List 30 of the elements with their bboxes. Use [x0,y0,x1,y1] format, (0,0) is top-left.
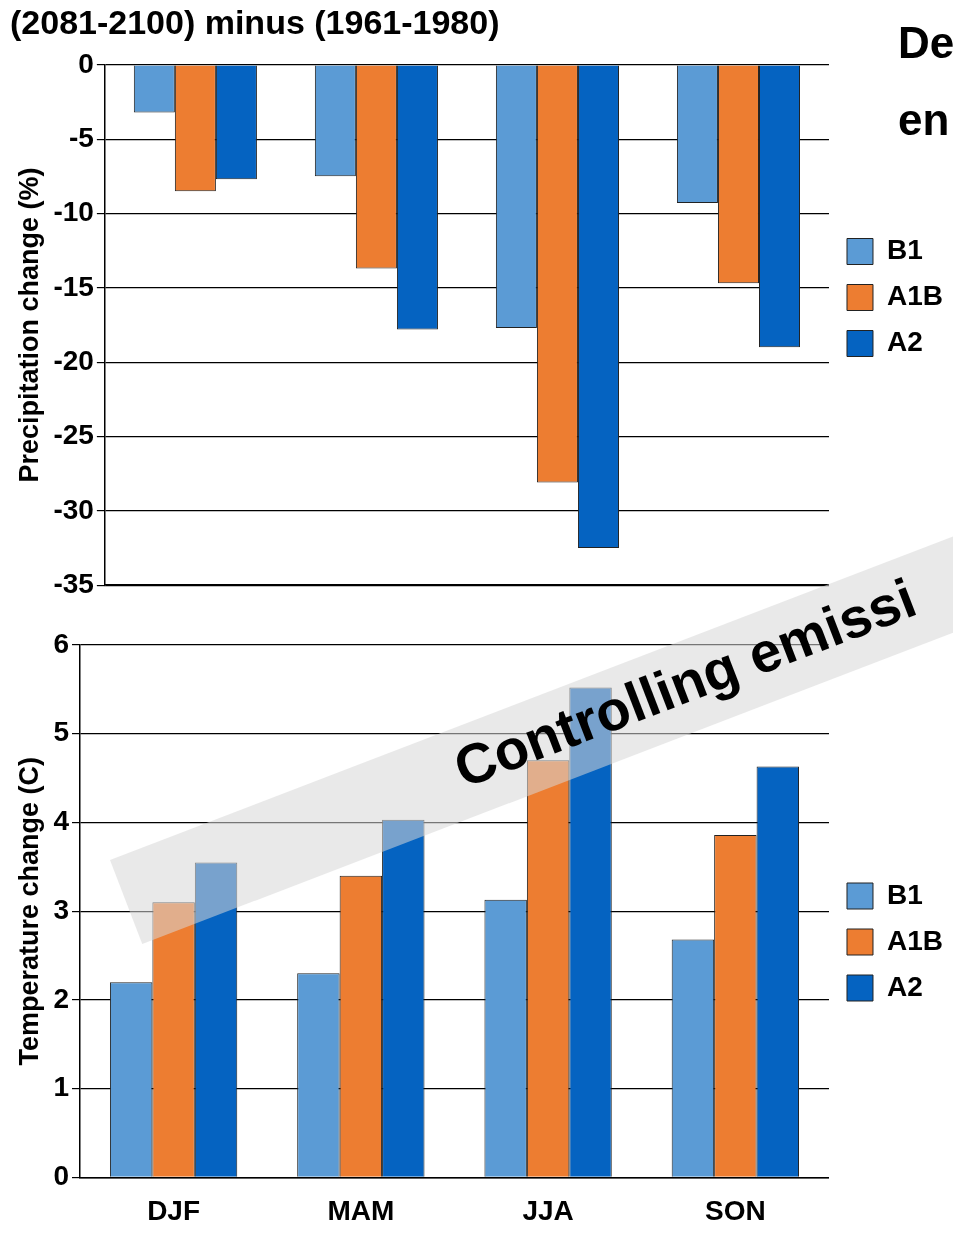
legend-label: A2 [886,970,923,1002]
y-tick-label: 0 [53,1160,69,1192]
y-tick-label: -35 [53,567,94,599]
y-tick-label: -5 [68,121,94,153]
y-tick-label: 0 [78,47,94,79]
y-axis-title: Precipitation change (%) [13,167,44,483]
legend-label: A1B [886,280,943,312]
legend-label: B1 [886,234,923,266]
legend-label: A1B [886,924,943,956]
y-tick-label: 1 [53,1071,69,1103]
legend-label: A2 [886,326,923,358]
y-axis-title: Temperature change (C) [13,756,44,1066]
y-tick-label: -30 [53,493,94,525]
y-tick-label: 3 [53,893,69,925]
x-tick-label: SON [705,1194,766,1226]
y-tick-label: 6 [53,627,69,659]
chart-title: (2081-2100) minus (1961-1980) [10,2,500,41]
legend-label: B1 [886,878,923,910]
x-tick-label: JJA [522,1194,574,1226]
text: en [898,95,950,145]
x-tick-label: DJF [147,1194,201,1226]
text: De [898,18,953,68]
x-tick-label: MAM [327,1194,395,1226]
y-tick-label: 5 [53,716,69,748]
y-tick-label: 2 [53,982,69,1014]
y-tick-label: -15 [53,270,94,302]
y-tick-label: -25 [53,419,94,451]
y-tick-label: -20 [53,344,94,376]
y-tick-label: -10 [53,196,94,228]
y-tick-label: 4 [53,805,70,837]
